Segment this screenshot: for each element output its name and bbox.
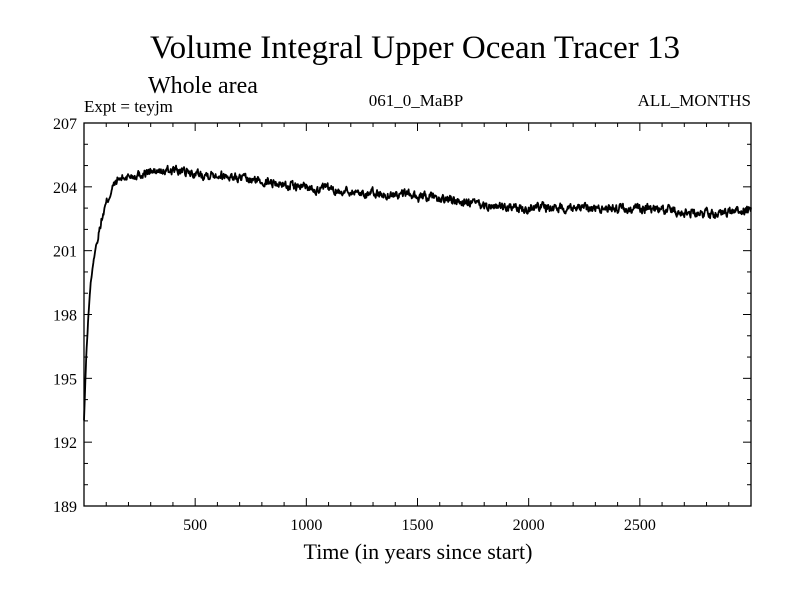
annotation-period: 061_0_MaBP: [369, 91, 463, 110]
x-tick-labels: 500 1000 1500 2000 2500: [183, 517, 656, 534]
y-tick-label: 195: [53, 371, 77, 388]
y-tick-label: 201: [53, 244, 77, 261]
annotation-months: ALL_MONTHS: [638, 91, 751, 110]
series-layer: [83, 164, 752, 421]
y-tick-label: 189: [53, 499, 77, 516]
y-tick-label: 192: [53, 435, 77, 452]
x-tick-label: 2000: [513, 517, 545, 534]
annotation-expt: Expt = teyjm: [84, 97, 173, 116]
x-tick-label: 500: [183, 517, 207, 534]
y-tick-labels: 189 192 195 198 201 204 207: [53, 116, 77, 516]
x-tick-label: 2500: [624, 517, 656, 534]
plot-frame: [83, 122, 752, 507]
axis-ticks: [84, 123, 751, 506]
x-axis-label: Time (in years since start): [304, 539, 533, 564]
y-tick-label: 207: [53, 116, 77, 133]
chart-title: Volume Integral Upper Ocean Tracer 13: [150, 30, 680, 66]
series-line: [83, 164, 752, 421]
y-tick-label: 204: [53, 180, 77, 197]
x-tick-label: 1000: [290, 517, 322, 534]
y-tick-label: 198: [53, 308, 77, 325]
x-tick-label: 1500: [402, 517, 434, 534]
chart-subtitle: Whole area: [148, 73, 258, 99]
